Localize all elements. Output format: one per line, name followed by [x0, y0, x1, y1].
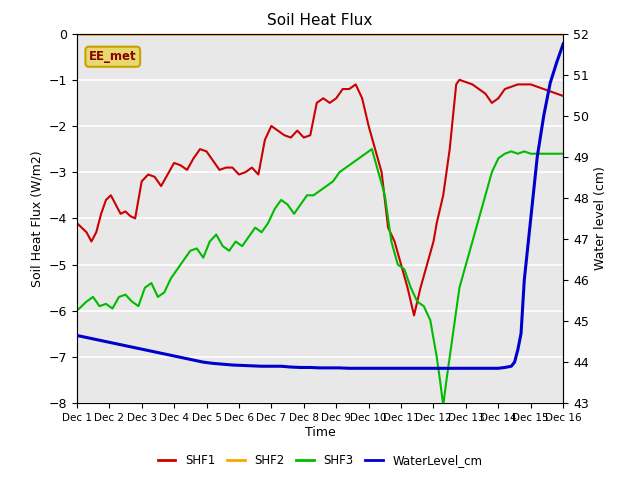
X-axis label: Time: Time: [305, 426, 335, 439]
Title: Soil Heat Flux: Soil Heat Flux: [268, 13, 372, 28]
Text: EE_met: EE_met: [89, 50, 136, 63]
Y-axis label: Water level (cm): Water level (cm): [595, 167, 607, 270]
Legend: SHF1, SHF2, SHF3, WaterLevel_cm: SHF1, SHF2, SHF3, WaterLevel_cm: [153, 449, 487, 472]
Y-axis label: Soil Heat Flux (W/m2): Soil Heat Flux (W/m2): [30, 150, 43, 287]
